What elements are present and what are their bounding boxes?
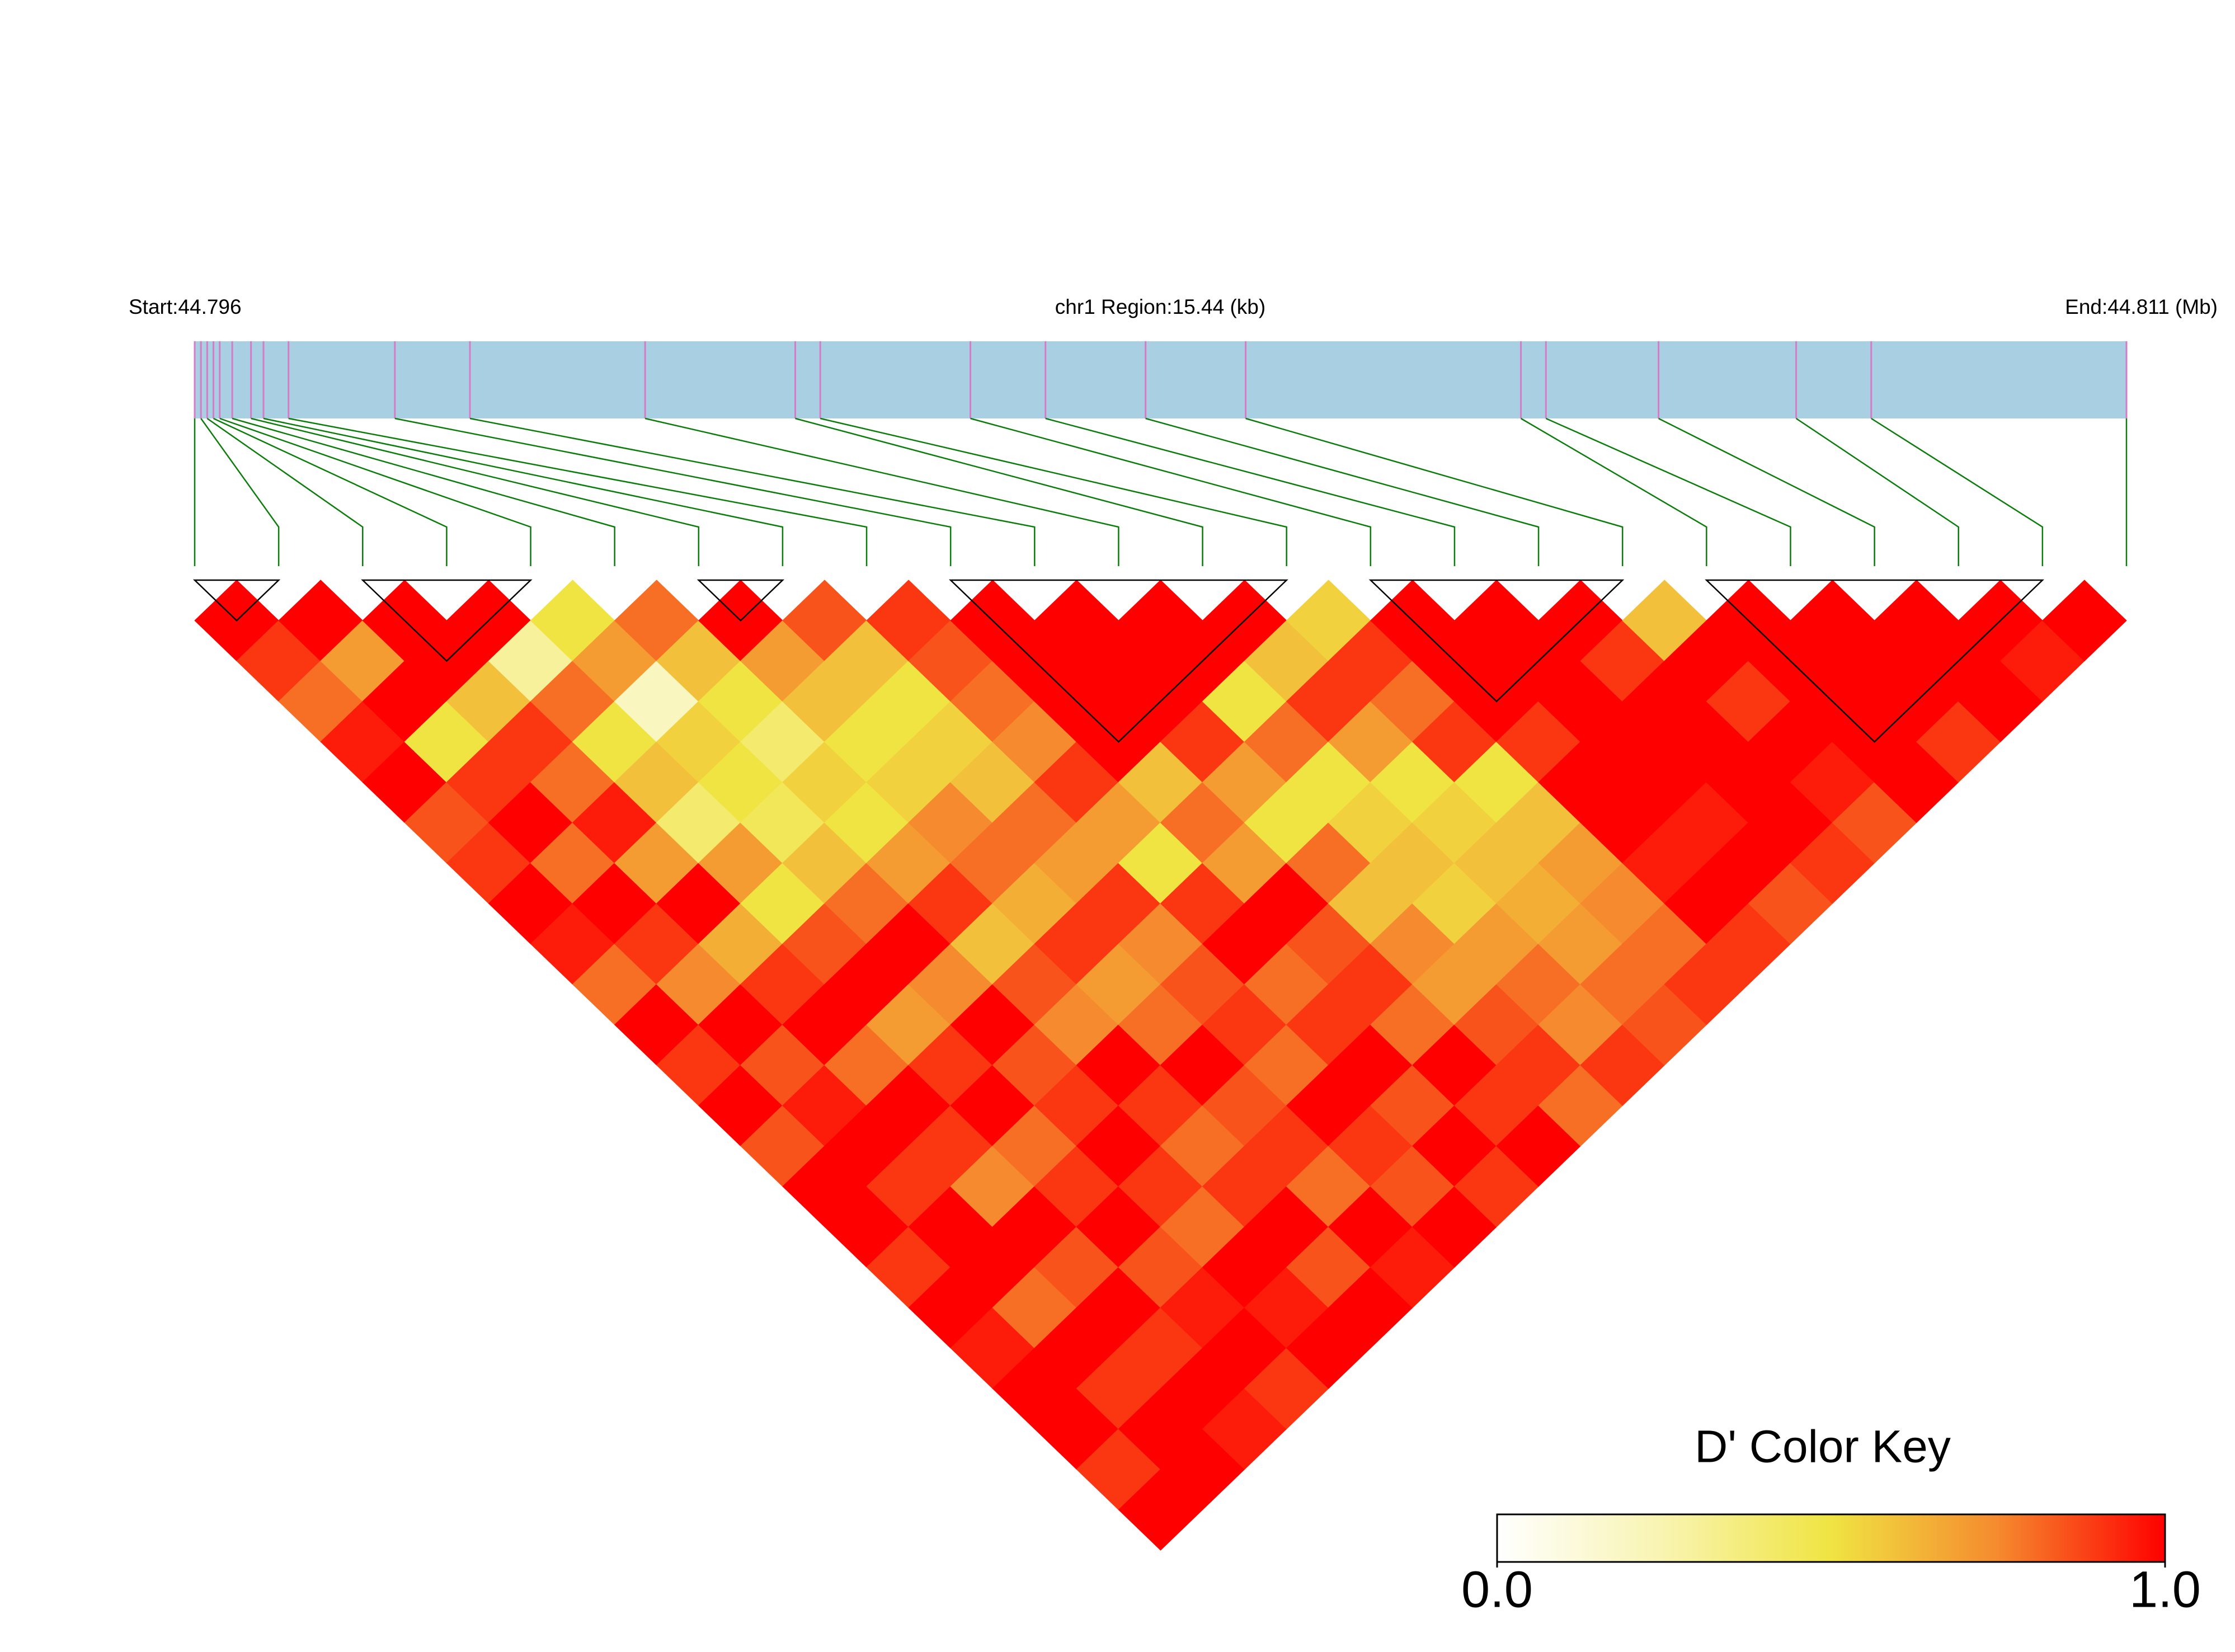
colorbar: [1496, 1513, 2166, 1563]
colorbar-tick-label: 0.0: [1461, 1561, 1533, 1618]
snp-connector: [288, 417, 868, 566]
snp-connector: [232, 417, 615, 566]
ld-block: [697, 579, 785, 622]
colorbar-title: D' Color Key: [1695, 1422, 1951, 1472]
ld-block: [1705, 579, 2044, 743]
region-track: [195, 341, 2126, 418]
snp-connector: [219, 417, 531, 566]
snp-connector: [200, 418, 280, 566]
colorbar-tick-label: 1.0: [2129, 1561, 2201, 1618]
ld-block: [361, 579, 533, 662]
snp-connector: [644, 417, 1119, 566]
snp-connector: [263, 417, 784, 566]
snp-connector: [213, 417, 448, 566]
snp-connector: [206, 417, 364, 566]
ld-cell: [2042, 580, 2127, 662]
ld-block: [1368, 579, 1625, 703]
start-label: Start:44.796: [129, 295, 242, 318]
snp-connector: [795, 417, 1203, 566]
ld-block: [949, 579, 1288, 743]
snp-connector: [1871, 417, 2044, 566]
snp-connector: [1795, 417, 1959, 566]
snp-connector: [970, 417, 1372, 566]
end-label: End:44.811 (Mb): [2065, 295, 2218, 318]
snp-connector: [394, 417, 952, 566]
snp-connector: [1520, 417, 1707, 566]
snp-connector: [251, 417, 700, 566]
snp-connector: [820, 417, 1287, 566]
snp-connector: [1545, 417, 1791, 566]
snp-connector: [1245, 417, 1624, 566]
snp-connector: [1045, 417, 1456, 566]
snp-connector: [469, 417, 1036, 566]
snp-connector: [1145, 417, 1540, 566]
region-label: chr1 Region:15.44 (kb): [1055, 295, 1265, 318]
ld-block: [192, 579, 281, 622]
snp-connector: [1658, 417, 1875, 566]
